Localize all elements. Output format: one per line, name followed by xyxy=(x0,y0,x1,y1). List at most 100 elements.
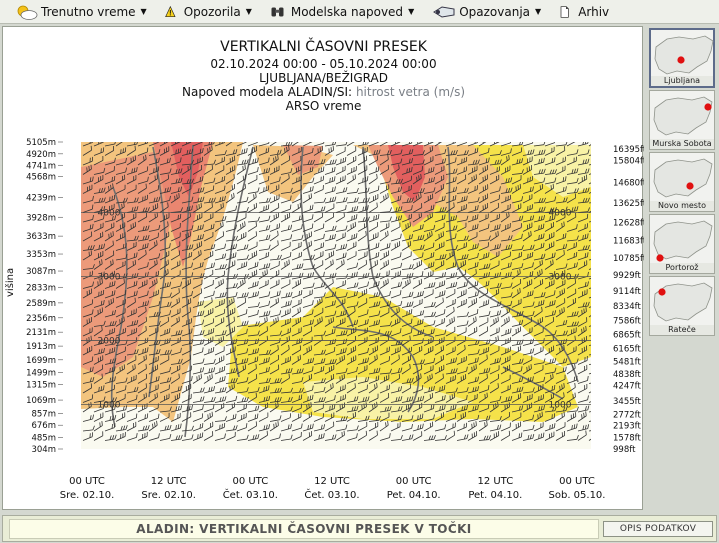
wind-barb xyxy=(379,222,390,232)
wind-barb xyxy=(555,250,565,261)
wind-barb xyxy=(500,194,512,204)
wind-barb xyxy=(324,159,337,166)
wind-barb xyxy=(390,422,401,432)
wind-barb xyxy=(346,301,359,308)
wind-barb xyxy=(456,411,467,422)
wind-barb xyxy=(434,280,446,289)
station-thumbnail[interactable]: Novo mesto xyxy=(649,152,715,212)
wind-barb xyxy=(104,231,114,242)
menu-current-weather[interactable]: Trenutno vreme ▼ xyxy=(14,0,147,24)
y-axis-left-ticks: 5105m4920m4741m4568m4239m3928m3633m3353m… xyxy=(26,138,63,455)
wind-barb xyxy=(126,221,136,232)
wind-barb xyxy=(555,430,566,441)
wind-barb xyxy=(522,316,533,327)
wind-barb xyxy=(324,382,334,394)
wind-barb xyxy=(192,261,204,270)
wind-barb xyxy=(555,197,568,204)
wind-barb xyxy=(203,327,215,337)
station-sidebar: Ljubljana Murska Sobota Novo mesto Portorož… xyxy=(646,26,718,340)
y-left-tick-label: 4920m xyxy=(26,150,56,160)
wind-barb xyxy=(214,308,226,318)
wind-barb xyxy=(258,316,268,327)
wind-barb xyxy=(247,192,257,204)
wind-barb xyxy=(236,174,247,185)
wind-barb xyxy=(445,298,456,308)
wind-barb xyxy=(269,223,281,232)
y-left-tick-label: 2356m xyxy=(26,314,56,324)
wind-barb xyxy=(313,175,324,185)
wind-barb xyxy=(126,337,138,346)
wind-barb xyxy=(313,260,324,270)
x-tick-day: Sob. 05.10. xyxy=(549,490,606,501)
wind-barb xyxy=(115,142,125,147)
wind-barb xyxy=(192,432,204,441)
wind-barb xyxy=(357,365,368,375)
wind-barb xyxy=(324,233,336,242)
wind-barb xyxy=(467,316,477,327)
wind-barb xyxy=(203,318,215,327)
wind-barb xyxy=(401,318,413,327)
wind-barb xyxy=(126,297,136,308)
wind-barb xyxy=(148,356,159,365)
wind-barb xyxy=(588,275,591,280)
wind-barb xyxy=(467,223,479,232)
wind-barb xyxy=(269,297,279,308)
wind-barb xyxy=(533,233,545,242)
wind-barb xyxy=(236,159,249,166)
wind-barb xyxy=(247,231,257,242)
station-thumbnail[interactable]: Portorož xyxy=(649,214,715,274)
wind-barb xyxy=(335,373,345,384)
wind-barb xyxy=(82,316,93,327)
wind-barb xyxy=(192,413,204,422)
wind-barb xyxy=(225,291,238,299)
wind-barb xyxy=(544,423,556,432)
wind-barb xyxy=(467,147,479,156)
wind-barb xyxy=(247,356,259,365)
wind-barb xyxy=(434,231,444,242)
y-left-tick-label: 3087m xyxy=(26,267,56,277)
wind-barb xyxy=(390,186,403,194)
wind-barb xyxy=(258,412,269,422)
y-left-tick-label: 304m xyxy=(31,445,56,455)
wind-barb xyxy=(291,175,302,185)
wind-barb xyxy=(291,234,304,242)
wind-barb xyxy=(434,165,445,175)
wind-barb xyxy=(489,327,500,337)
wind-barb xyxy=(522,402,533,413)
wind-barb xyxy=(577,245,590,251)
wind-barb xyxy=(423,373,433,384)
menu-warnings[interactable]: Opozorila ▼ xyxy=(164,0,252,24)
wind-barb xyxy=(489,174,500,185)
wind-barb xyxy=(291,194,302,204)
station-thumbnail[interactable]: Rateče xyxy=(649,276,715,336)
wind-barb xyxy=(82,244,95,251)
wind-barb xyxy=(522,301,535,308)
menu-observations[interactable]: Opazovanja ▼ xyxy=(432,0,541,24)
wind-barb xyxy=(258,244,271,251)
wind-barb xyxy=(390,158,403,166)
wind-barb xyxy=(335,338,348,346)
wind-barb xyxy=(566,206,579,213)
wind-barb xyxy=(368,155,379,166)
wind-barb xyxy=(170,288,180,299)
wind-barb xyxy=(379,412,390,422)
station-thumbnail[interactable]: Ljubljana xyxy=(649,28,715,88)
wind-barb xyxy=(170,250,181,261)
wind-barb xyxy=(225,383,235,394)
wind-barb xyxy=(357,251,368,261)
menu-archive[interactable]: Arhiv xyxy=(559,0,609,24)
wind-barb xyxy=(214,396,227,403)
wind-barb xyxy=(170,373,180,384)
wind-barb xyxy=(467,297,478,308)
wind-barb xyxy=(379,230,389,242)
wind-barb xyxy=(181,290,193,299)
wind-barb xyxy=(203,358,216,365)
wind-barb xyxy=(126,363,136,375)
wind-barb xyxy=(566,375,578,384)
menu-model-forecast[interactable]: Modelska napoved ▼ xyxy=(270,0,414,24)
data-description-button[interactable]: OPIS PODATKOV xyxy=(603,521,713,537)
wind-barb xyxy=(302,431,313,441)
wind-barb xyxy=(390,396,403,403)
station-thumbnail[interactable]: Murska Sobota xyxy=(649,90,715,150)
wind-barb xyxy=(423,176,435,185)
